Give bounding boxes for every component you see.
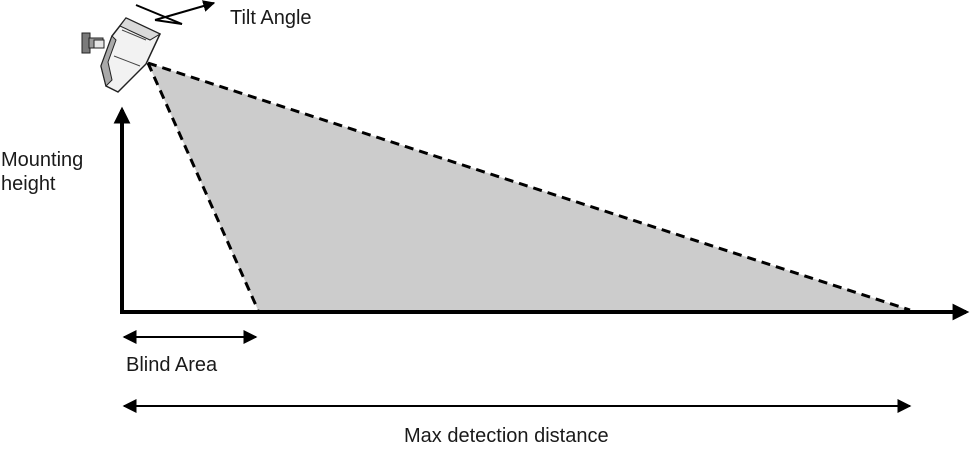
camera-icon (81, 17, 162, 93)
zone-lower-edge (146, 62, 260, 311)
zone-upper-edge (147, 61, 911, 312)
tilt-angle-label: Tilt Angle (230, 7, 312, 29)
mounting-height-label: Mounting height (1, 148, 83, 196)
blind-area-label: Blind Area (126, 354, 218, 376)
mounting-height-label-line-2: height (1, 173, 56, 195)
mounting-height-label-line-1: Mounting (1, 149, 84, 171)
max-detection-distance-label: Max detection distance (404, 425, 609, 447)
tilt-angle-indicator (135, 0, 216, 25)
